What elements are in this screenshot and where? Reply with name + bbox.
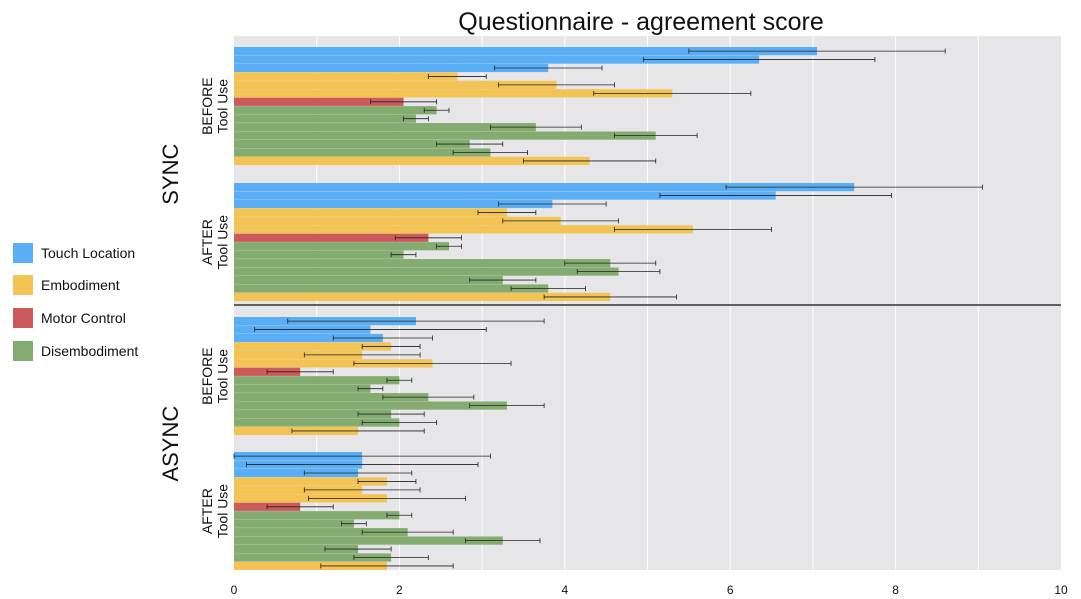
bar-touch-location xyxy=(234,55,760,64)
bar-disembodiment xyxy=(234,393,429,402)
bar-disembodiment xyxy=(234,511,400,520)
error-bars xyxy=(233,48,983,569)
bar-embodiment xyxy=(234,477,387,486)
subgroup-label-line: BEFORE xyxy=(199,77,215,135)
legend-label: Touch Location xyxy=(41,245,135,261)
bar-embodiment xyxy=(234,350,363,359)
bar-disembodiment xyxy=(234,553,392,562)
bar-embodiment xyxy=(234,561,387,571)
legend-swatch xyxy=(13,243,33,263)
subgroup-label: BEFORETool Use xyxy=(199,77,230,135)
bar-disembodiment xyxy=(234,114,416,123)
bar-disembodiment xyxy=(234,519,354,528)
bar-motor-control xyxy=(234,233,429,242)
subgroup-label-line: Tool Use xyxy=(214,484,230,539)
bars xyxy=(234,47,855,571)
legend-swatch xyxy=(13,275,33,295)
bar-disembodiment xyxy=(234,139,470,149)
subgroup-label-line: Tool Use xyxy=(214,215,230,270)
bar-embodiment xyxy=(234,342,392,351)
bar-disembodiment xyxy=(234,131,656,140)
legend: Touch Location Embodiment Motor Control Dis… xyxy=(13,243,138,361)
bar-embodiment xyxy=(234,216,561,225)
bar-embodiment xyxy=(234,89,673,98)
bar-touch-location xyxy=(234,183,855,192)
bar-embodiment xyxy=(234,208,507,217)
subgroup-label: BEFORETool Use xyxy=(199,347,230,405)
bar-touch-location xyxy=(234,199,553,209)
group-label-async: ASYNC xyxy=(158,406,183,482)
bar-disembodiment xyxy=(234,409,392,419)
bar-embodiment xyxy=(234,292,611,302)
bar-disembodiment xyxy=(234,544,359,554)
x-tick-label: 6 xyxy=(727,583,734,597)
bar-embodiment xyxy=(234,72,458,81)
bar-disembodiment xyxy=(234,418,400,427)
bar-disembodiment xyxy=(234,376,400,385)
subgroup-label-line: AFTER xyxy=(199,488,215,534)
subgroup-label: AFTERTool Use xyxy=(199,215,230,270)
bar-disembodiment xyxy=(234,284,549,293)
subgroup-label-line: Tool Use xyxy=(214,79,230,134)
bar-disembodiment xyxy=(234,259,611,268)
bar-motor-control xyxy=(234,97,404,106)
subgroup-label-line: AFTER xyxy=(199,219,215,265)
bar-touch-location xyxy=(234,333,383,343)
bar-disembodiment xyxy=(234,384,371,393)
x-axis-ticks: 0 2 4 6 8 10 xyxy=(231,583,1068,597)
bar-disembodiment xyxy=(234,148,491,157)
legend-swatch xyxy=(13,308,33,328)
bar-disembodiment xyxy=(234,123,536,132)
group-label-sync: SYNC xyxy=(158,143,183,204)
chart-title: Questionnaire - agreement score xyxy=(458,8,823,36)
bar-disembodiment xyxy=(234,275,503,285)
bar-disembodiment xyxy=(234,401,507,410)
bar-embodiment xyxy=(234,225,693,234)
bar-touch-location xyxy=(234,191,776,200)
subgroup-label: AFTERTool Use xyxy=(199,484,230,539)
x-tick-label: 0 xyxy=(231,583,238,597)
bar-touch-location xyxy=(234,63,549,73)
legend-swatch xyxy=(13,341,33,361)
bar-touch-location xyxy=(234,47,818,56)
bar-disembodiment xyxy=(234,242,450,251)
bar-disembodiment xyxy=(234,250,404,259)
x-tick-label: 10 xyxy=(1054,583,1068,597)
bar-disembodiment xyxy=(234,528,408,537)
bar-disembodiment xyxy=(234,267,619,276)
subgroup-label-line: BEFORE xyxy=(199,347,215,405)
bar-disembodiment xyxy=(234,536,503,545)
subgroup-label-line: Tool Use xyxy=(214,349,230,404)
bar-disembodiment xyxy=(234,106,437,115)
bar-embodiment xyxy=(234,156,590,166)
legend-label: Disembodiment xyxy=(41,343,138,359)
legend-label: Embodiment xyxy=(41,277,120,293)
bar-embodiment xyxy=(234,80,557,89)
x-tick-label: 8 xyxy=(892,583,899,597)
bar-touch-location xyxy=(234,468,359,478)
bar-embodiment xyxy=(234,485,363,494)
bar-embodiment xyxy=(234,359,433,368)
x-tick-label: 2 xyxy=(396,583,403,597)
legend-label: Motor Control xyxy=(41,310,126,326)
x-tick-label: 4 xyxy=(561,583,568,597)
